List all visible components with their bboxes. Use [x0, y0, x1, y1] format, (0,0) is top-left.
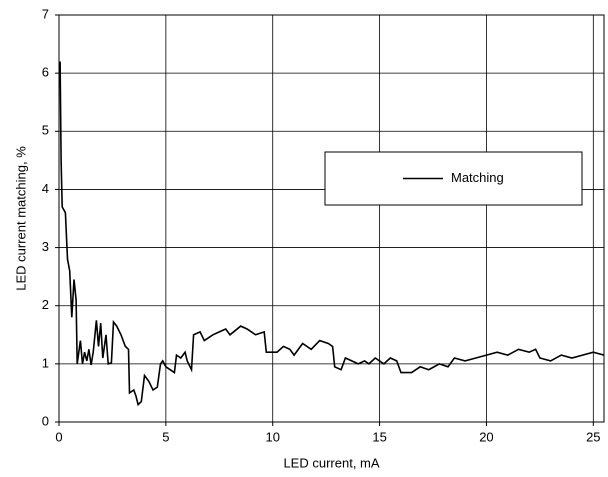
y-tick-label: 7: [42, 6, 49, 21]
x-axis-label: LED current, mA: [283, 455, 379, 470]
legend-label: Matching: [451, 170, 504, 185]
y-tick-label: 6: [42, 65, 49, 80]
y-tick-label: 5: [42, 123, 49, 138]
y-tick-label: 4: [42, 181, 49, 196]
x-tick-label: 15: [372, 429, 386, 444]
y-tick-label: 1: [42, 355, 49, 370]
plot-frame: [58, 14, 605, 423]
x-tick-label: 25: [586, 429, 600, 444]
y-tick-label: 2: [42, 297, 49, 312]
x-tick-label: 10: [265, 429, 279, 444]
data-line: [59, 61, 605, 407]
x-tick-label: 0: [55, 429, 62, 444]
y-axis-label: LED current matching, %: [13, 146, 28, 291]
x-tick-label: 20: [479, 429, 493, 444]
y-tick-label: 0: [42, 413, 49, 428]
x-tick-label: 5: [162, 429, 169, 444]
y-tick-label: 3: [42, 239, 49, 254]
legend-box: [324, 151, 583, 206]
